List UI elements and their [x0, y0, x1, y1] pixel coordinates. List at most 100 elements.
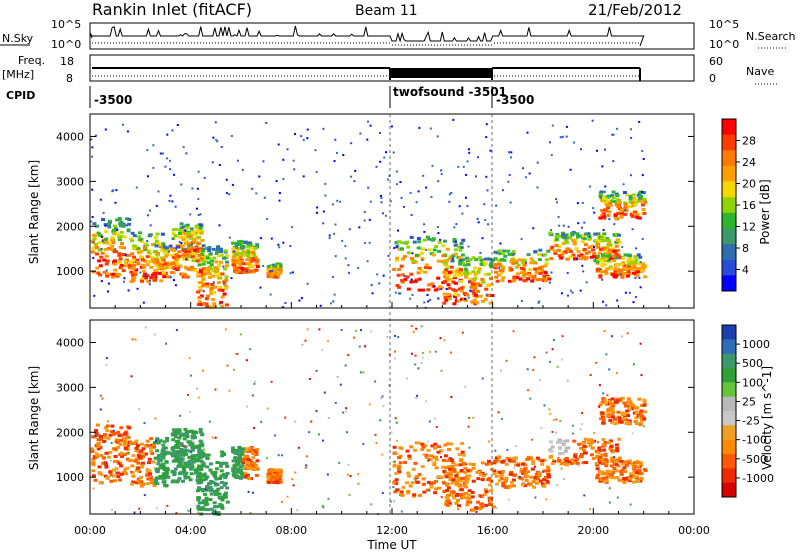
velocity-cell: [547, 475, 552, 479]
velocity-cell: [602, 448, 607, 452]
power-cell: [459, 268, 463, 272]
power-cell: [531, 260, 536, 264]
power-cell: [109, 272, 114, 276]
power-cell: [453, 281, 458, 285]
velocity-cell: [305, 464, 308, 467]
power-cell: [316, 206, 319, 209]
power-cell: [169, 168, 172, 171]
power-cell: [630, 260, 635, 264]
velocity-cell: [219, 464, 223, 468]
power-cell: [108, 225, 111, 228]
power-cell: [643, 275, 648, 279]
velocity-cell: [114, 467, 119, 471]
power-cell: [278, 246, 281, 249]
velocity-cell: [401, 485, 406, 489]
velocity-cell: [446, 499, 451, 503]
velocity-cell: [392, 486, 395, 489]
velocity-cell: [642, 398, 647, 402]
velocity-cell: [541, 470, 544, 473]
velocity-cell: [426, 480, 431, 484]
power-cell: [193, 248, 197, 252]
power-cell: [643, 200, 648, 204]
velocity-cell: [617, 478, 622, 482]
velocity-cell: [552, 339, 555, 341]
power-cell: [638, 266, 643, 270]
power-cell: [537, 301, 540, 304]
power-cell: [501, 189, 504, 192]
velocity-cell: [231, 459, 236, 463]
power-cell: [593, 259, 598, 263]
velocity-cell: [458, 493, 463, 497]
power-cell: [429, 298, 431, 301]
velocity-cell: [220, 461, 224, 465]
velocity-cell: [348, 493, 351, 496]
velocity-cell: [94, 429, 99, 432]
power-cell: [630, 128, 632, 131]
power-cell: [224, 287, 229, 290]
power-cell: [199, 302, 204, 306]
velocity-cell: [481, 377, 484, 380]
power-cell: [366, 138, 369, 141]
power-cell: [437, 297, 440, 300]
velocity-cell: [271, 475, 276, 479]
velocity-cell: [164, 470, 169, 474]
velocity-cell: [239, 333, 242, 336]
power-cell: [593, 211, 596, 214]
nsearch-tick-high: 10^5: [709, 18, 739, 31]
power-cell: [549, 257, 554, 261]
power-cell: [425, 235, 430, 239]
velocity-cell: [193, 436, 198, 440]
power-cell: [621, 246, 624, 249]
colorbar-segment: [722, 119, 736, 136]
velocity-cell: [214, 489, 219, 493]
power-cell: [521, 274, 526, 278]
colorbar-segment: [722, 396, 736, 412]
velocity-cell: [183, 474, 188, 478]
velocity-cell: [476, 500, 480, 504]
power-cell: [631, 193, 636, 197]
velocity-cell: [425, 400, 428, 403]
velocity-cell: [182, 469, 186, 473]
velocity-cell: [429, 350, 432, 353]
power-cell: [131, 246, 136, 250]
power-cell: [453, 252, 458, 256]
power-cell: [597, 240, 602, 243]
velocity-cell: [370, 503, 373, 506]
power-cell: [466, 160, 469, 163]
power-cell: [468, 151, 471, 154]
power-cell: [370, 284, 373, 287]
velocity-cell: [433, 446, 437, 450]
power-cell: [112, 228, 117, 232]
power-cell: [158, 244, 163, 248]
velocity-cell: [245, 473, 250, 477]
velocity-cell: [558, 438, 563, 442]
power-cell: [427, 283, 432, 287]
power-cell: [631, 267, 636, 271]
velocity-cell: [197, 474, 202, 478]
power-cell: [606, 267, 610, 271]
power-cell: [153, 261, 158, 265]
velocity-cell: [487, 503, 492, 506]
power-cell: [640, 262, 645, 266]
velocity-cell: [582, 448, 586, 452]
power-cell: [539, 269, 544, 272]
velocity-cell: [149, 449, 154, 453]
power-cell: [162, 260, 166, 264]
velocity-cell: [113, 460, 117, 463]
velocity-cell: [464, 496, 469, 500]
power-cell: [451, 288, 456, 292]
power-cell: [143, 276, 148, 280]
velocity-cell: [421, 477, 426, 481]
power-cell: [189, 213, 192, 216]
power-cell: [127, 218, 132, 221]
power-cell: [170, 271, 174, 275]
power-cell: [564, 239, 569, 243]
velocity-cell: [219, 486, 224, 490]
power-cell: [481, 280, 486, 284]
velocity-cell: [260, 420, 263, 423]
power-cell: [469, 289, 472, 292]
power-cell: [509, 268, 514, 272]
power-cell: [121, 269, 126, 273]
velocity-cell: [604, 481, 609, 484]
